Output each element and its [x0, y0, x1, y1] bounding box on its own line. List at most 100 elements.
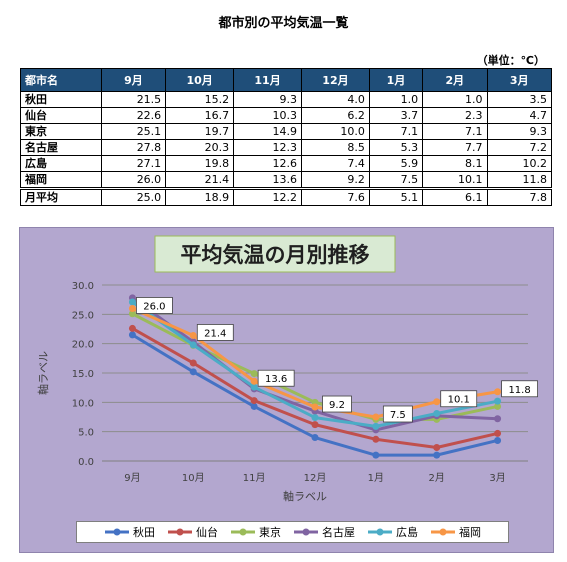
data-point [494, 388, 502, 396]
sheet-title: 都市別の平均気温一覧 [218, 16, 349, 31]
table-cell: 5.1 [368, 187, 424, 206]
legend-swatch [294, 528, 318, 536]
y-tick-label: 20.0 [72, 340, 94, 351]
legend-swatch-marker [239, 528, 247, 536]
data-point [372, 413, 380, 421]
legend-swatch [431, 528, 455, 536]
header-month: 10月 [165, 68, 235, 92]
data-point [433, 409, 441, 417]
table-row: 広島 27.1 19.8 12.6 7.4 5.9 8.1 10.2 [20, 155, 553, 172]
x-tick-label: 3月 [489, 472, 505, 484]
average-row: 月平均 25.0 18.9 12.2 7.6 5.1 6.1 7.8 [20, 187, 553, 206]
header-month: 12月 [301, 68, 370, 92]
legend-label: 広島 [396, 526, 418, 539]
legend-item: 仙台 [167, 524, 218, 540]
table-cell: 21.4 [165, 171, 235, 189]
table-cell: 5.3 [368, 139, 424, 156]
chart-title: 平均気温の月別推移 [181, 243, 370, 267]
x-tick-label: 2月 [429, 472, 445, 484]
data-point [250, 402, 258, 410]
legend-item: 秋田 [104, 524, 155, 540]
data-label: 13.6 [265, 374, 287, 385]
data-label: 9.2 [329, 400, 345, 411]
series-line-仙台 [131, 327, 498, 450]
table-cell: 7.5 [368, 171, 424, 189]
data-point [189, 359, 197, 367]
table-cell: 19.7 [165, 123, 235, 140]
header-month: 9月 [100, 68, 167, 92]
table-cell: 18.9 [165, 187, 235, 206]
data-label-box [196, 324, 234, 341]
data-point [494, 402, 502, 410]
data-point [494, 415, 502, 423]
table-cell: 12.6 [233, 155, 302, 172]
legend-item: 名古屋 [293, 524, 355, 540]
x-tick-label: 1月 [368, 472, 384, 484]
legend-swatch [368, 528, 392, 536]
table-cell: 22.6 [100, 107, 167, 124]
row-city: 福岡 [20, 171, 102, 189]
table-cell: 20.3 [165, 139, 235, 156]
table-header-row: 都市名 9月 10月 11月 12月 1月 2月 3月 [20, 68, 553, 92]
x-tick-label: 12月 [304, 472, 327, 484]
data-label: 26.0 [143, 301, 165, 312]
data-label-box [136, 297, 173, 314]
table-cell: 11.8 [486, 171, 553, 189]
legend-swatch-marker [376, 528, 384, 536]
legend-label: 福岡 [459, 526, 481, 539]
legend-item: 福岡 [430, 524, 481, 540]
header-city: 都市名 [20, 68, 102, 92]
table-cell: 7.2 [486, 139, 553, 156]
table-cell: 2.3 [422, 107, 488, 124]
table-cell: 8.5 [301, 139, 370, 156]
data-point [372, 451, 380, 459]
table-cell: 15.2 [165, 91, 235, 108]
table-cell: 14.9 [233, 123, 302, 140]
row-city: 広島 [20, 155, 102, 172]
y-tick-label: 25.0 [72, 310, 94, 321]
y-tick-label: 5.0 [78, 428, 94, 439]
line-chart: 平均気温の月別推移 0.0 5.0 10.0 15.0 20.0 25.0 30.0 9月 1… [36, 235, 538, 503]
table-cell: 7.8 [486, 187, 553, 206]
table-cell: 25.1 [100, 123, 167, 140]
legend-label: 東京 [259, 526, 281, 539]
data-point [189, 368, 197, 376]
table-row: 名古屋 27.8 20.3 12.3 8.5 5.3 7.7 7.2 [20, 139, 553, 156]
table-cell: 6.2 [301, 107, 370, 124]
y-tick-label: 30.0 [72, 281, 94, 292]
table-cell: 7.4 [301, 155, 370, 172]
data-point [250, 370, 258, 378]
table-cell: 3.7 [368, 107, 424, 124]
y-tick-label: 10.0 [72, 398, 94, 409]
table-cell: 10.1 [422, 171, 488, 189]
data-point [250, 383, 258, 391]
data-label-box [501, 380, 538, 398]
header-month: 2月 [422, 68, 488, 92]
data-point [250, 397, 258, 405]
data-point [250, 377, 258, 385]
data-point [372, 422, 380, 430]
legend-label: 秋田 [133, 526, 155, 539]
data-point [311, 414, 319, 422]
legend-item: 東京 [230, 524, 281, 540]
table-cell: 25.0 [100, 187, 167, 206]
data-point [494, 429, 502, 437]
legend-item: 広島 [367, 524, 418, 540]
legend-swatch-marker [439, 528, 447, 536]
table-cell: 27.8 [100, 139, 167, 156]
chart-area[interactable]: 平均気温の月別推移 0.0 5.0 10.0 15.0 20.0 25.0 30.0 9月 1… [19, 227, 554, 553]
data-point [494, 436, 502, 444]
table-cell: 12.2 [233, 187, 302, 206]
data-label-box [382, 405, 413, 423]
data-point [372, 435, 380, 443]
data-label: 10.1 [448, 395, 470, 406]
temperature-table: 都市名 9月 10月 11月 12月 1月 2月 3月 秋田 21.5 15.2… [20, 68, 553, 206]
legend-swatch-marker [113, 528, 121, 536]
header-month: 3月 [486, 68, 553, 92]
y-tick-label: 0.0 [78, 457, 94, 468]
data-point [128, 331, 136, 339]
data-point [433, 451, 441, 459]
chart-legend: 秋田 仙台 東京 名古屋 広島 福岡 [76, 521, 509, 543]
legend-swatch-marker [302, 528, 310, 536]
legend-label: 名古屋 [322, 526, 355, 539]
